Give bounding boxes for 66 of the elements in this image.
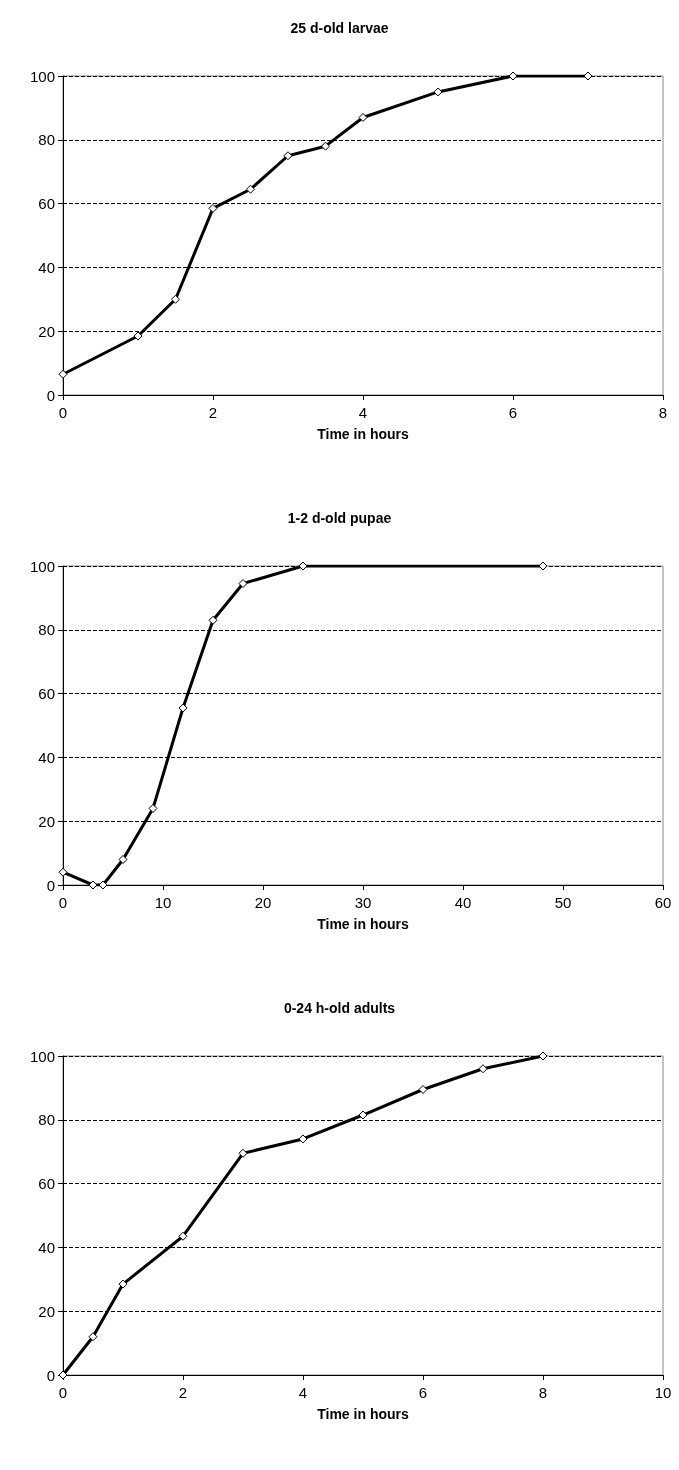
y-tick-label: 20 [38,322,55,340]
point [298,1134,308,1144]
point [358,112,368,122]
y-tick-label: 0 [46,1366,55,1384]
y-tick-label: 80 [38,1111,55,1129]
x-tick-label: 10 [154,894,172,911]
x-tick-label: 8 [538,1384,548,1401]
y-tick-label: 80 [38,131,55,149]
y-tick-label: 100 [29,557,55,575]
chart-title: 25 d-old larvae [290,20,389,36]
point [238,1148,248,1158]
x-tick-label: 50 [554,894,572,911]
point [118,1279,128,1289]
point [58,369,68,379]
point [433,87,443,97]
point [178,703,188,713]
x-tick-label: 0 [58,894,68,911]
point [208,615,218,625]
x-tick-label: 2 [208,404,218,421]
point [171,294,180,304]
y-tick-label: 100 [29,1047,55,1065]
y-tick-label: 80 [38,621,55,639]
y-tick-label: 60 [38,195,55,213]
x-tick-label: 8 [658,404,668,421]
point [321,141,330,151]
y-tick-label: 40 [38,748,55,766]
y-tick-label: 100 [29,67,55,85]
y-tick-label: 20 [38,812,55,830]
point [538,1051,548,1061]
x-tick-label: 10 [654,1384,672,1401]
y-tick-label: 60 [38,685,55,703]
x-tick-label: 6 [508,404,518,421]
point [148,803,158,813]
x-tick-label: 4 [298,1384,308,1401]
x-axis-title: Time in hours [317,1406,409,1422]
x-tick-label: 20 [254,894,272,911]
y-tick-label: 0 [46,386,55,404]
x-tick-label: 60 [654,894,672,911]
point [208,203,218,213]
chart-title: 0-24 h-old adults [283,1000,396,1016]
x-axis-title: Time in hours [317,426,409,442]
point [88,1332,98,1342]
point [418,1085,428,1094]
chart-title: 1-2 d-old pupae [287,510,392,526]
point [238,579,248,589]
x-tick-label: 0 [58,404,68,421]
x-tick-label: 6 [418,1384,428,1401]
x-tick-label: 30 [354,894,372,911]
point [118,854,128,864]
x-axis-title: Time in hours [317,916,409,932]
point [58,867,68,877]
x-tick-label: 4 [358,404,368,421]
y-tick-label: 20 [38,1302,55,1320]
point [478,1064,488,1074]
point [133,331,143,341]
point [358,1110,368,1120]
x-tick-label: 0 [58,1384,68,1401]
y-tick-label: 40 [38,258,55,276]
x-tick-label: 40 [454,894,472,911]
y-tick-label: 40 [38,1238,55,1256]
x-tick-label: 2 [178,1384,188,1401]
y-tick-label: 60 [38,1175,55,1193]
point [246,184,255,194]
y-tick-label: 0 [46,876,55,894]
point [283,151,293,161]
point [178,1231,188,1241]
